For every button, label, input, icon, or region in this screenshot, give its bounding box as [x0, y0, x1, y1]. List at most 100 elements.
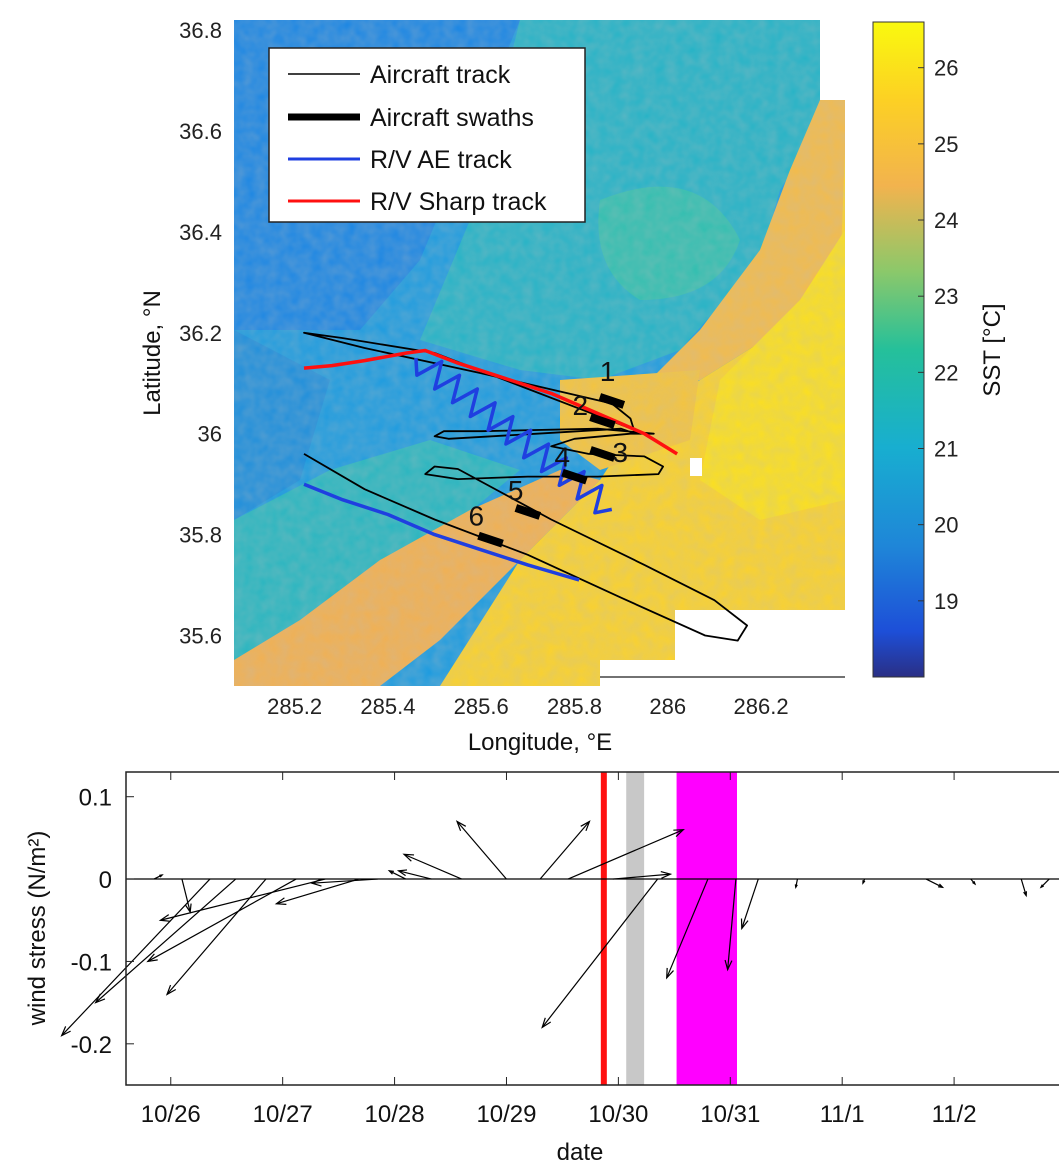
wind-vector [541, 878, 659, 1029]
x-tick-label: 10/26 [141, 1101, 201, 1128]
colorbar: 19 20 21 22 23 24 25 26 SST [°C] [872, 21, 1006, 678]
mask-bottom [600, 660, 675, 686]
x-tick-label: 286 [649, 694, 686, 719]
legend-label: R/V AE track [370, 146, 512, 174]
y-tick-label: 36.8 [179, 18, 222, 43]
x-tick-label: 10/28 [365, 1101, 425, 1128]
x-tick-label: 10/30 [588, 1101, 648, 1128]
wind-vector [153, 874, 164, 880]
y-tick-label: 0 [99, 867, 112, 894]
x-tick-label: 286.2 [734, 694, 789, 719]
x-tick-label: 10/29 [476, 1101, 536, 1128]
x-tick-label: 10/27 [253, 1101, 313, 1128]
x-tick-label: 285.4 [360, 694, 415, 719]
swath-number-label: 4 [554, 442, 570, 473]
swath-number-label: 1 [600, 356, 616, 387]
wind-vector [181, 878, 192, 914]
wind-vector [94, 878, 237, 1004]
ae-track-line [303, 482, 580, 582]
wind-vector [60, 878, 211, 1037]
legend: Aircraft track Aircraft swaths R/V AE tr… [268, 47, 586, 223]
colorbar-tick-label: 25 [934, 132, 958, 157]
wind-vector [1020, 878, 1028, 898]
x-tick-label: 285.2 [267, 694, 322, 719]
wind-vector [925, 878, 945, 889]
aircraft-swath [589, 413, 616, 429]
swath-number-label: 2 [572, 390, 588, 421]
colorbar-gradient [872, 21, 925, 678]
colorbar-tick-label: 22 [934, 360, 958, 385]
wind-y-axis-label: wind stress (N/m²) [24, 831, 51, 1027]
event-band [626, 772, 645, 1085]
swath-number-label: 6 [469, 501, 485, 532]
x-tick-label: 10/31 [700, 1101, 760, 1128]
y-tick-label: 35.6 [179, 624, 222, 649]
colorbar-tick-label: 20 [934, 513, 958, 538]
tracks: 123 456 [303, 331, 748, 642]
wind-vector [402, 853, 462, 880]
wind-vector [862, 878, 866, 885]
wind-y-ticks: -0.2 -0.1 0 0.1 [71, 785, 134, 1059]
swath-number-label: 3 [612, 437, 628, 468]
wind-x-axis-label: date [557, 1139, 604, 1165]
wind-vector [612, 870, 673, 880]
wind-vector [724, 879, 737, 972]
map-x-axis-label: Longitude, °E [468, 729, 612, 756]
aircraft-swath [589, 446, 616, 462]
mask-bottom-right [675, 610, 845, 686]
aircraft-swath [561, 468, 588, 485]
aircraft-swath [477, 531, 504, 548]
event-bands [600, 772, 737, 1085]
y-tick-label: -0.2 [71, 1032, 112, 1059]
colorbar-tick-label: 23 [934, 284, 958, 309]
mask-gap [690, 458, 702, 476]
x-tick-label: 285.6 [454, 694, 509, 719]
y-tick-label: 36 [198, 422, 222, 447]
wind-vector [567, 828, 685, 880]
wind-vector [1039, 878, 1050, 889]
legend-label: Aircraft swaths [370, 104, 534, 132]
colorbar-ticks: 19 20 21 22 23 24 25 26 [918, 56, 958, 614]
y-tick-label: 0.1 [79, 785, 112, 812]
map-y-ticks: 35.6 35.8 36 36.2 36.4 36.6 36.8 [179, 18, 222, 648]
map-y-axis-label: Latitude, °N [139, 290, 166, 416]
legend-label: R/V Sharp track [370, 188, 547, 216]
aircraft-swath [598, 393, 626, 409]
wind-vector [274, 878, 359, 905]
wind-vector [539, 820, 591, 880]
x-tick-label: 285.8 [547, 694, 602, 719]
mask-top-right-2 [820, 20, 845, 100]
aircraft-swath [514, 504, 542, 520]
wind-vector [387, 870, 407, 880]
wind-vector [396, 869, 432, 880]
wind-vector [666, 878, 709, 980]
wind-vector [310, 878, 378, 887]
colorbar-label: SST [°C] [979, 303, 1006, 396]
wind-vector [455, 820, 507, 880]
y-tick-label: 35.8 [179, 523, 222, 548]
wind-stress-panel: 10/26 10/27 10/28 10/29 10/30 10/31 11/1 11/2 -… [24, 771, 1059, 1165]
event-band [676, 772, 737, 1085]
colorbar-tick-label: 21 [934, 437, 958, 462]
legend-label: Aircraft track [370, 61, 511, 89]
y-tick-label: 36.6 [179, 119, 222, 144]
wind-vector [794, 878, 799, 890]
aircraft-track-line [303, 331, 748, 642]
y-tick-label: 36.4 [179, 220, 222, 245]
colorbar-tick-label: 24 [934, 208, 958, 233]
x-tick-label: 11/1 [820, 1101, 865, 1128]
colorbar-tick-label: 26 [934, 56, 958, 81]
wind-vectors [60, 820, 1050, 1037]
colorbar-tick-label: 19 [934, 589, 958, 614]
plot-frame [125, 771, 1059, 1086]
wind-vector [740, 878, 759, 931]
wind-vector [970, 878, 977, 886]
mask-top-right [845, 20, 855, 100]
wind-x-ticks: 10/26 10/27 10/28 10/29 10/30 10/31 11/1 11/2 [141, 772, 977, 1128]
swath-number-label: 5 [508, 475, 524, 506]
wind-vector [158, 878, 326, 922]
legend-box [268, 47, 586, 223]
x-tick-label: 11/2 [932, 1101, 977, 1128]
